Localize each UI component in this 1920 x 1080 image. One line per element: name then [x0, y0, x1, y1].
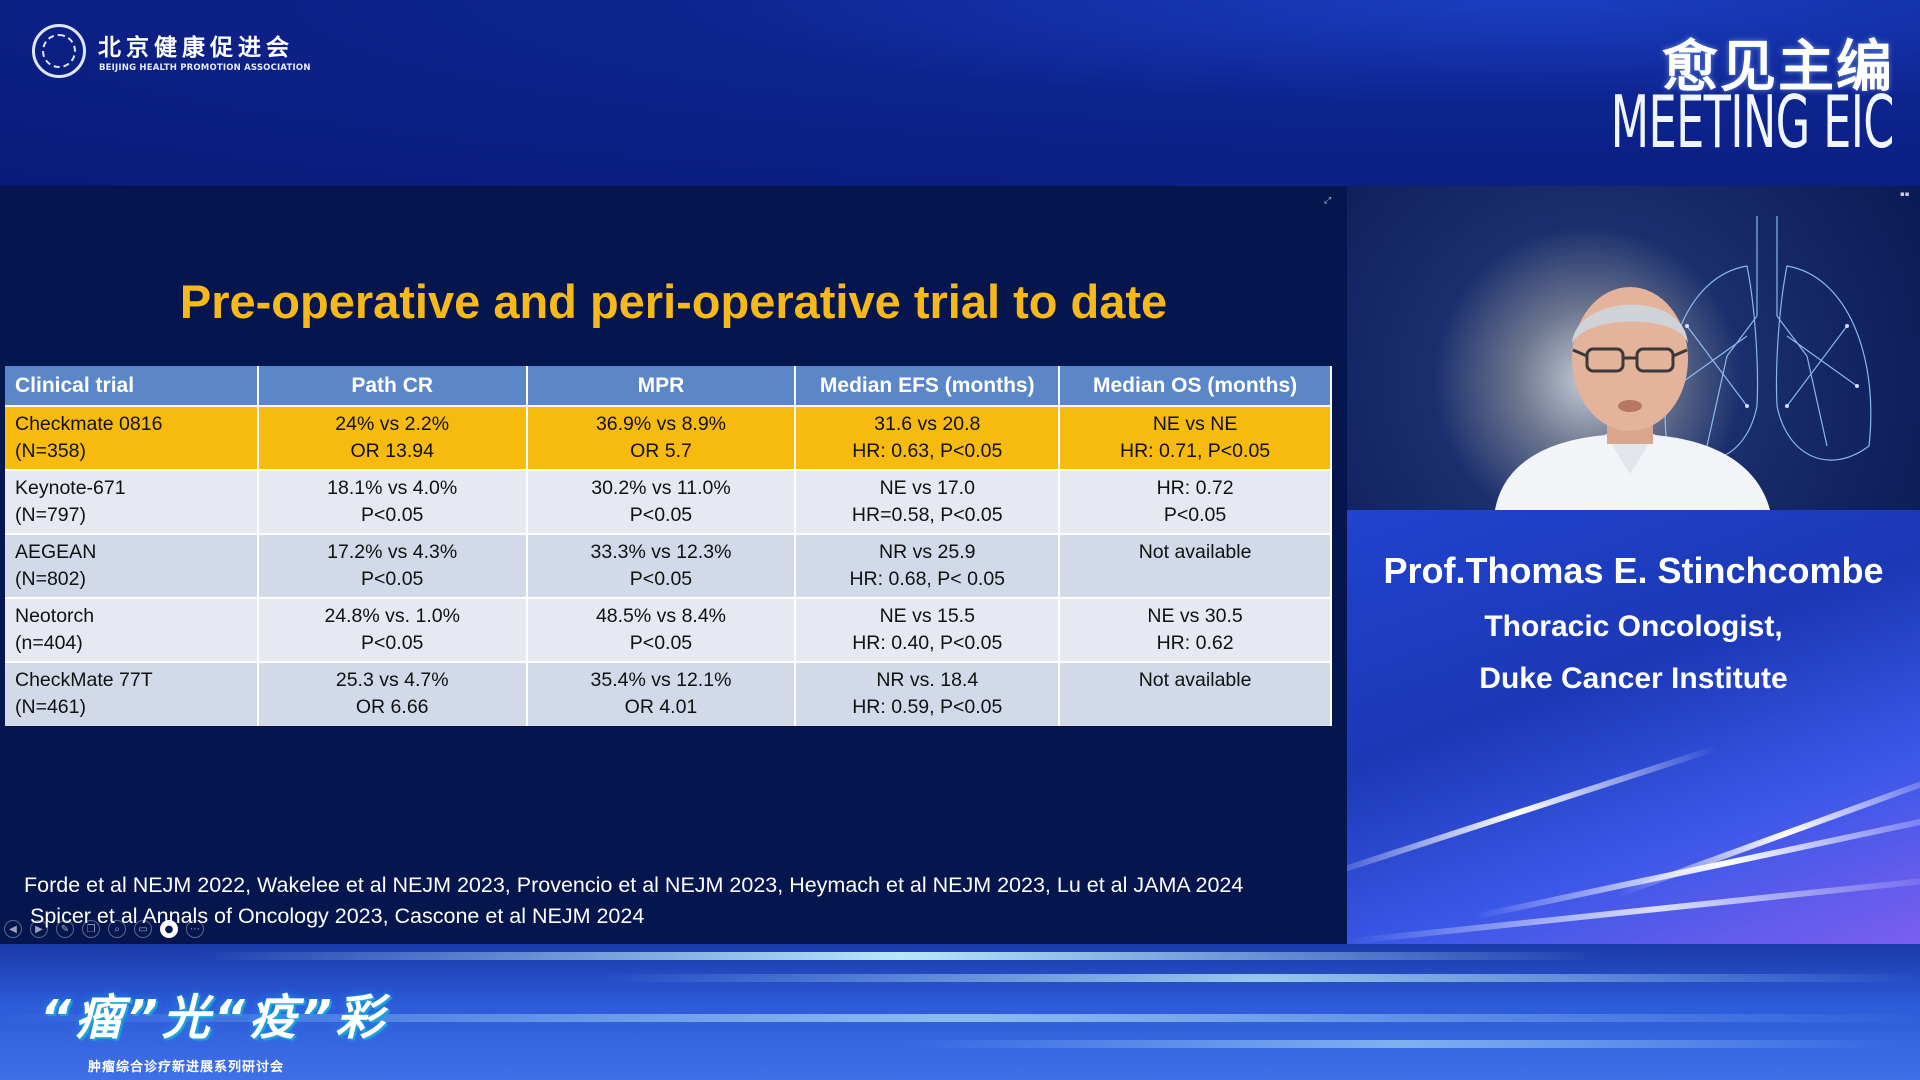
table-row: CheckMate 77T (N=461) 25.3 vs 4.7% OR 6.66… [5, 661, 1332, 726]
reference-line: Forde et al NEJM 2022, Wakelee et al NEJ… [24, 873, 1244, 897]
table-row: Keynote-671 (N=797) 18.1% vs 4.0% P<0.05 3… [5, 469, 1332, 534]
col-header-efs: Median EFS (months) [795, 366, 1061, 406]
cell-trial: Keynote-671 (N=797) [5, 469, 259, 534]
cell-efs: 31.6 vs 20.8 HR: 0.63, P<0.05 [795, 405, 1061, 470]
cell-trial: Neotorch (n=404) [5, 597, 259, 662]
brand-name-cn: 愈见主编 [1662, 35, 1894, 100]
references: Forde et al NEJM 2022, Wakelee et al NEJ… [24, 870, 1243, 932]
video-options-icon[interactable]: ▪▪ [1900, 190, 1910, 198]
cell-pathcr: 18.1% vs 4.0% P<0.05 [257, 469, 528, 534]
event-subtitle: 肿瘤综合诊疗新进展系列研讨会 [88, 1060, 285, 1075]
broadcast-header: 北京健康促进会 BEIJING HEALTH PROMOTION ASSOCIA… [0, 0, 1920, 186]
camera-icon[interactable]: ● [160, 920, 178, 938]
table-row: AEGEAN (N=802) 17.2% vs 4.3% P<0.05 33.3% … [5, 533, 1332, 598]
event-banner: “瘤”光“疫”彩 肿瘤综合诊疗新进展系列研讨会 [0, 944, 1920, 1080]
play-icon[interactable]: ▶ [30, 920, 48, 938]
speaker-name: Prof.Thomas E. Stinchcombe [1383, 550, 1884, 591]
cell-mpr: 36.9% vs 8.9% OR 5.7 [526, 405, 797, 470]
presentation-slide: ⤢ Pre-operative and peri-operative trial… [0, 186, 1347, 944]
subtitle-icon[interactable]: ▭ [134, 920, 152, 938]
cell-os: Not available [1059, 533, 1332, 598]
col-header-trial: Clinical trial [5, 366, 259, 406]
cell-os: NE vs 30.5 HR: 0.62 [1059, 597, 1332, 662]
event-title: “瘤”光“疫”彩 [40, 990, 388, 1046]
cell-mpr: 35.4% vs 12.1% OR 4.01 [526, 661, 797, 726]
zoom-icon[interactable]: ⌕ [108, 920, 126, 938]
table-row: Checkmate 0816 (N=358) 24% vs 2.2% OR 13.9… [5, 405, 1332, 470]
cell-os: HR: 0.72 P<0.05 [1059, 469, 1332, 534]
cell-os: Not available [1059, 661, 1332, 726]
slide-title: Pre-operative and peri-operative trial t… [179, 275, 1168, 328]
org-name-en: BEIJING HEALTH PROMOTION ASSOCIATION [99, 63, 311, 73]
cell-mpr: 48.5% vs 8.4% P<0.05 [526, 597, 797, 662]
cell-os: NE vs NE HR: 0.71, P<0.05 [1059, 405, 1332, 470]
col-header-os: Median OS (months) [1059, 366, 1332, 406]
cell-pathcr: 24% vs 2.2% OR 13.94 [257, 405, 528, 470]
pen-icon[interactable]: ✎ [56, 920, 74, 938]
cell-efs: NE vs 15.5 HR: 0.40, P<0.05 [795, 597, 1061, 662]
speaker-institution: Duke Cancer Institute [1479, 662, 1788, 695]
reference-line: Spicer et al Annals of Oncology 2023, Ca… [30, 904, 645, 928]
brand-name-en: MEETING EIC [1610, 80, 1895, 164]
cell-pathcr: 24.8% vs. 1.0% P<0.05 [257, 597, 528, 662]
copy-icon[interactable]: ❐ [82, 920, 100, 938]
association-logo-icon [32, 24, 86, 78]
expand-icon[interactable]: ⤢ [1324, 196, 1332, 206]
cell-mpr: 33.3% vs 12.3% P<0.05 [526, 533, 797, 598]
trials-table: Clinical trial Path CR MPR Median EFS (m… [5, 366, 1332, 726]
table-row: Neotorch (n=404) 24.8% vs. 1.0% P<0.05 48.… [5, 597, 1332, 662]
slide-player-controls: ◀ ▶ ✎ ❐ ⌕ ▭ ● ⋯ [4, 920, 204, 938]
table-header-row: Clinical trial Path CR MPR Median EFS (m… [5, 366, 1332, 406]
more-icon[interactable]: ⋯ [186, 920, 204, 938]
col-header-pathcr: Path CR [257, 366, 528, 406]
cell-efs: NR vs. 18.4 HR: 0.59, P<0.05 [795, 661, 1061, 726]
speaker-portrait [1495, 287, 1770, 510]
cell-trial: CheckMate 77T (N=461) [5, 661, 259, 726]
speaker-video-feed: ▪▪ [1347, 186, 1920, 510]
cell-trial: Checkmate 0816 (N=358) [5, 405, 259, 470]
cell-trial: AEGEAN (N=802) [5, 533, 259, 598]
cell-pathcr: 17.2% vs 4.3% P<0.05 [257, 533, 528, 598]
cell-mpr: 30.2% vs 11.0% P<0.05 [526, 469, 797, 534]
cell-efs: NR vs 25.9 HR: 0.68, P< 0.05 [795, 533, 1061, 598]
org-name-cn: 北京健康促进会 [98, 35, 294, 61]
speaker-role: Thoracic Oncologist, [1484, 610, 1783, 643]
col-header-mpr: MPR [526, 366, 797, 406]
cell-pathcr: 25.3 vs 4.7% OR 6.66 [257, 661, 528, 726]
speaker-info-panel: Prof.Thomas E. Stinchcombe Thoracic Onco… [1347, 510, 1920, 944]
prev-icon[interactable]: ◀ [4, 920, 22, 938]
cell-efs: NE vs 17.0 HR=0.58, P<0.05 [795, 469, 1061, 534]
